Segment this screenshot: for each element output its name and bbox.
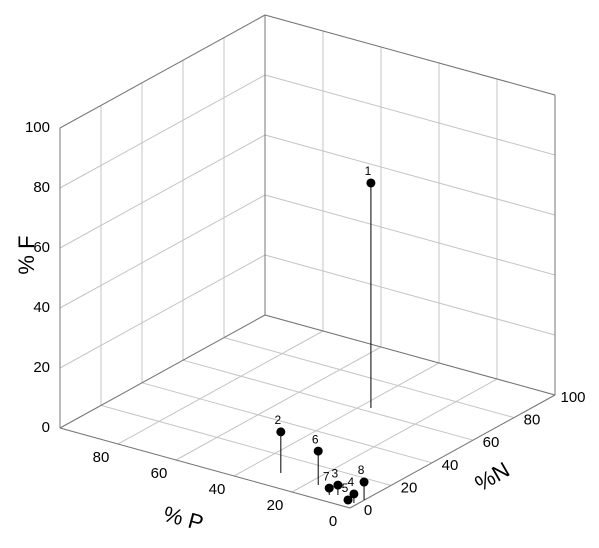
point [343, 495, 353, 505]
point-label: 5 [342, 481, 349, 495]
point-label: 2 [274, 413, 281, 427]
grid-line [264, 134, 556, 216]
axis-line [59, 427, 351, 509]
axis-line [264, 14, 556, 96]
grid-line [59, 74, 266, 189]
point [366, 178, 376, 188]
z-tick-label: 100 [25, 119, 50, 136]
y-tick-label: 60 [483, 434, 500, 451]
axis-line [349, 394, 556, 509]
z-tick-label: 20 [33, 359, 50, 376]
point-label: 8 [358, 463, 365, 477]
z-tick-label: 60 [33, 239, 50, 256]
grid-line [141, 382, 433, 464]
z-tick-label: 80 [33, 179, 50, 196]
point-label: 7 [323, 469, 330, 483]
grid-line [264, 194, 556, 276]
point [359, 477, 369, 487]
point [313, 446, 323, 456]
point-label: 1 [365, 164, 372, 178]
z-axis-title: % F [14, 235, 39, 274]
x-tick-label: 80 [93, 449, 110, 466]
grid-line [59, 134, 266, 249]
grid-line [59, 194, 266, 309]
y-tick-label: 0 [364, 502, 372, 519]
grid-line [117, 330, 324, 445]
x-axis-title: % P [161, 501, 206, 536]
point-label: 3 [332, 466, 339, 480]
grid-line [100, 404, 392, 486]
z-tick-label: 0 [42, 419, 50, 436]
x-tick-label: 0 [329, 513, 337, 530]
point [349, 489, 359, 499]
point [276, 427, 286, 437]
axis-line [264, 314, 556, 396]
grid-line [223, 337, 515, 419]
z-tick-label: 40 [33, 299, 50, 316]
x-tick-label: 20 [267, 497, 284, 514]
point-label: 4 [348, 475, 355, 489]
y-tick-label: 20 [401, 479, 418, 496]
x-tick-label: 40 [209, 481, 226, 498]
grid-line [264, 74, 556, 156]
grid-line [291, 378, 498, 493]
y-tick-label: 40 [442, 457, 459, 474]
axis-line [59, 14, 266, 129]
grid-line [175, 346, 382, 461]
y-tick-label: 80 [524, 412, 541, 429]
point [324, 483, 334, 493]
y-tick-label: 100 [560, 389, 585, 406]
axis-line [59, 314, 266, 429]
point-label: 6 [312, 432, 319, 446]
grid-line [182, 359, 474, 441]
y-axis-title: %N [471, 457, 514, 496]
grid-line [233, 362, 440, 477]
point [333, 480, 343, 490]
grid-line [59, 254, 266, 369]
x-tick-label: 60 [151, 465, 168, 482]
grid-line [264, 254, 556, 336]
